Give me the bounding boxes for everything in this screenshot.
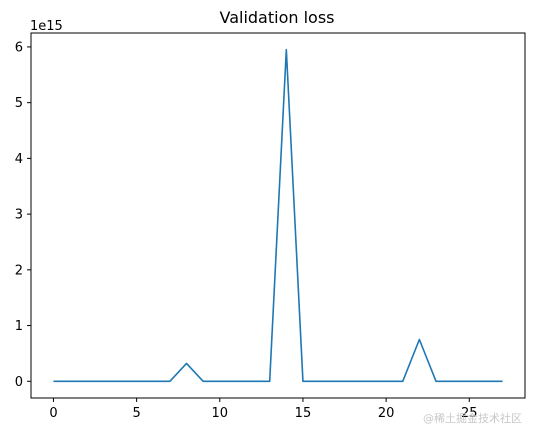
y-tick-label: 5 — [15, 96, 23, 111]
y-axis: 0 1 2 3 4 5 6 — [15, 40, 31, 390]
y-tick-label: 2 — [15, 263, 23, 278]
x-tick-label: 20 — [378, 406, 395, 421]
x-tick-label: 0 — [49, 406, 57, 421]
plot-frame — [30, 32, 526, 399]
x-tick-label: 15 — [295, 406, 312, 421]
x-axis: 0 5 10 15 20 25 — [49, 398, 478, 421]
y-tick-label: 4 — [15, 152, 23, 167]
y-tick-label: 6 — [15, 40, 23, 55]
y-offset-label: 1e15 — [30, 19, 63, 34]
y-tick-label: 0 — [15, 375, 23, 390]
chart-title: Validation loss — [220, 8, 335, 27]
y-tick-label: 3 — [15, 208, 23, 223]
x-tick-label: 25 — [461, 406, 478, 421]
x-tick-label: 10 — [212, 406, 229, 421]
series-line — [53, 48, 503, 383]
series-group — [53, 48, 503, 383]
watermark: @稀土掘金技术社区 — [423, 411, 522, 425]
y-tick-label: 1 — [15, 319, 23, 334]
x-tick-label: 5 — [132, 406, 140, 421]
